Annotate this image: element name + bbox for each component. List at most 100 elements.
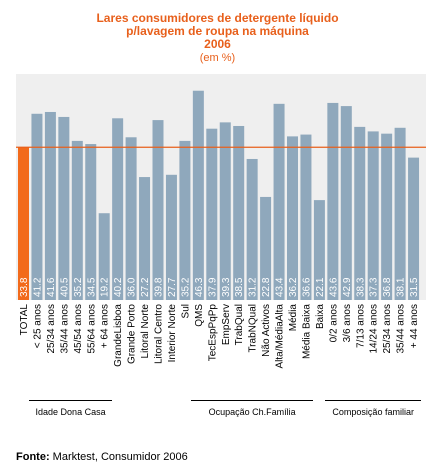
data-label-1: 33.8 xyxy=(19,277,30,297)
category-label-18: TrabNQual xyxy=(248,304,259,353)
category-label-2: < 25 anos xyxy=(32,304,43,348)
group-label-3: Composição familiar xyxy=(332,407,414,417)
data-label-3: 41.6 xyxy=(46,277,57,297)
category-label-4: 35/44 anos xyxy=(59,304,70,354)
category-label-8: GrandeLisboa xyxy=(113,304,124,367)
data-label-12: 27.7 xyxy=(167,277,178,297)
bar-20 xyxy=(273,103,285,300)
category-label-7: + 64 anos xyxy=(100,304,111,348)
data-label-24: 43.6 xyxy=(328,277,339,297)
category-label-17: TrabQual xyxy=(234,304,245,345)
data-label-4: 40.5 xyxy=(59,277,70,297)
data-label-20: 43.4 xyxy=(275,277,286,297)
group-rule-2 xyxy=(190,400,314,401)
bar-1 xyxy=(18,147,29,300)
bar-25 xyxy=(340,106,352,300)
group-label-2: Ocupação Ch.Família xyxy=(208,407,296,417)
source-label: Fonte: xyxy=(16,451,50,463)
data-label-22: 36.6 xyxy=(301,277,312,297)
bar-14 xyxy=(192,90,204,300)
data-label-19: 22.8 xyxy=(261,277,272,297)
category-label-20: Alta/MédiaAlta xyxy=(275,304,286,369)
category-label-13: Sul xyxy=(180,304,191,318)
data-label-9: 36.0 xyxy=(127,277,138,297)
bar-18 xyxy=(246,158,258,300)
group-rule-3 xyxy=(325,400,422,401)
bar-9 xyxy=(125,137,137,300)
bar-10 xyxy=(139,177,151,300)
data-label-10: 27.2 xyxy=(140,277,151,297)
data-label-30: 31.5 xyxy=(409,277,420,297)
bar-8 xyxy=(112,118,124,301)
category-label-12: Interior Norte xyxy=(167,304,178,363)
category-label-10: Litoral Norte xyxy=(140,304,151,359)
data-label-29: 38.1 xyxy=(396,277,407,297)
bar-6 xyxy=(85,144,97,300)
category-label-19: Não Activos xyxy=(261,304,272,357)
bar-11 xyxy=(152,120,164,300)
bar-19 xyxy=(260,196,272,300)
category-label-23: Baixa xyxy=(315,304,326,329)
data-label-15: 37.9 xyxy=(207,277,218,297)
category-label-22: Média Baixa xyxy=(301,304,312,359)
bar-16 xyxy=(219,122,231,300)
data-label-11: 39.8 xyxy=(154,277,165,297)
category-label-24: 0/2 anos xyxy=(328,304,339,342)
bar-22 xyxy=(300,134,312,300)
data-label-16: 39.3 xyxy=(221,277,232,297)
chart-title-line-2: p/lavagem de roupa na máquina xyxy=(126,24,309,38)
bar-24 xyxy=(327,102,339,300)
data-label-6: 34.5 xyxy=(86,277,97,297)
bar-23 xyxy=(313,200,325,300)
bar-13 xyxy=(179,140,191,300)
category-label-11: Litoral Centro xyxy=(154,304,165,364)
data-label-8: 40.2 xyxy=(113,277,124,297)
data-label-25: 42.9 xyxy=(342,277,353,297)
chart-title-line-3: 2006 xyxy=(204,37,231,51)
bar-26 xyxy=(354,126,366,300)
bar-21 xyxy=(287,136,298,300)
category-label-6: 55/64 anos xyxy=(86,304,97,354)
category-label-9: Grande Porto xyxy=(127,304,138,364)
category-label-1: TOTAL xyxy=(19,304,30,336)
category-label-14: QMS xyxy=(194,304,205,327)
bar-30 xyxy=(408,157,420,300)
data-label-18: 31.2 xyxy=(248,277,259,297)
category-label-5: 45/54 anos xyxy=(73,304,84,354)
bar-15 xyxy=(206,128,218,300)
bar-7 xyxy=(98,213,110,300)
bar-28 xyxy=(381,133,393,300)
data-label-21: 36.2 xyxy=(288,277,299,297)
category-label-25: 3/6 anos xyxy=(342,304,353,342)
category-label-16: EmpServ xyxy=(221,304,232,345)
data-label-26: 38.3 xyxy=(355,277,366,297)
data-label-2: 41.2 xyxy=(32,277,43,297)
category-label-30: + 44 anos xyxy=(409,304,420,348)
data-label-5: 35.2 xyxy=(73,277,84,297)
category-label-26: 7/13 anos xyxy=(355,304,366,348)
category-label-29: 35/44 anos xyxy=(396,304,407,354)
bar-17 xyxy=(233,125,245,300)
bar-2 xyxy=(31,113,43,300)
data-label-28: 36.8 xyxy=(382,277,393,297)
source-note: Fonte: Marktest, Consumidor 2006 xyxy=(16,451,188,463)
bar-27 xyxy=(367,131,379,300)
group-rule-1 xyxy=(29,400,112,401)
bar-29 xyxy=(394,127,406,301)
bar-3 xyxy=(44,111,56,300)
data-label-7: 19.2 xyxy=(100,277,111,297)
data-label-14: 46.3 xyxy=(194,277,205,297)
source-text: Marktest, Consumidor 2006 xyxy=(49,451,188,463)
data-label-17: 38.5 xyxy=(234,277,245,297)
category-label-21: Média xyxy=(288,304,299,332)
bar-12 xyxy=(165,174,177,300)
data-label-13: 35.2 xyxy=(180,277,191,297)
bar-5 xyxy=(71,140,83,300)
category-label-27: 14/24 anos xyxy=(369,304,380,354)
category-label-3: 25/34 anos xyxy=(46,304,57,354)
category-label-15: TecEspPqPp xyxy=(207,304,218,362)
data-label-27: 37.3 xyxy=(369,277,380,297)
chart-title-line-1: Lares consumidores de detergente líquido xyxy=(96,11,339,25)
category-label-28: 25/34 anos xyxy=(382,304,393,354)
